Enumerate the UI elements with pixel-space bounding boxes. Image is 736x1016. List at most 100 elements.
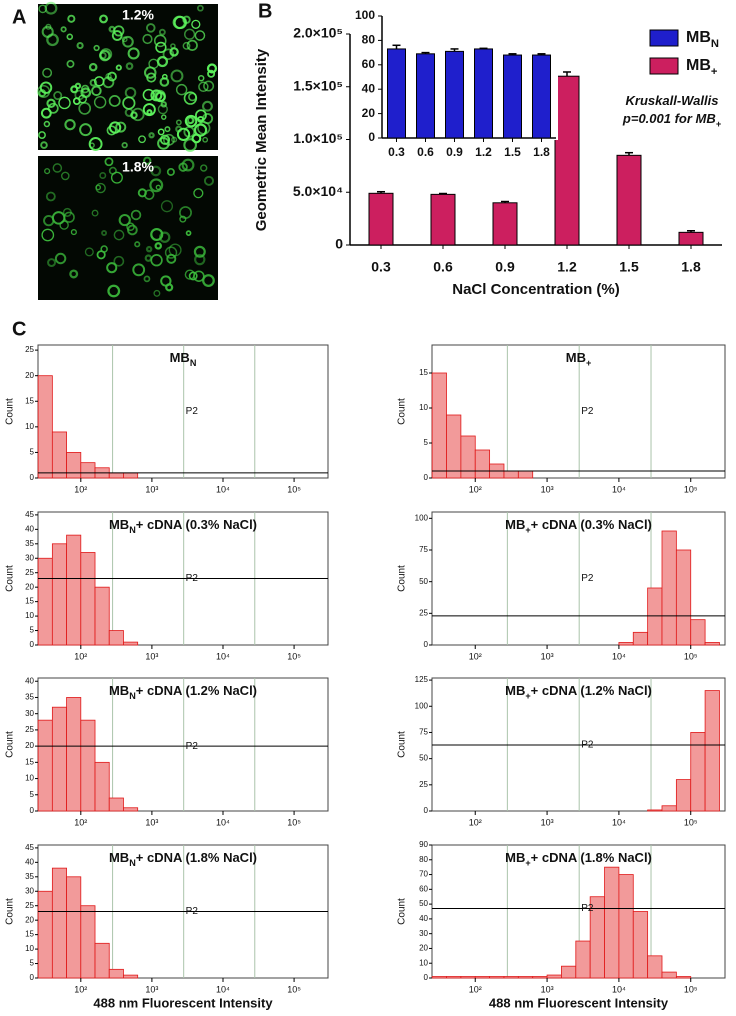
cell [99, 14, 108, 24]
cell [95, 182, 106, 194]
x-tick-label: 10² [469, 651, 482, 661]
cell [148, 58, 159, 70]
gate-label: P2 [186, 573, 199, 584]
cell [44, 1, 58, 15]
cell [107, 284, 121, 298]
histogram-bar [37, 375, 53, 479]
cell [93, 96, 107, 109]
histogram-bar [66, 534, 82, 646]
error-bar [392, 44, 401, 49]
text-part: MB [505, 517, 525, 532]
x-tick-label: 10⁵ [287, 651, 301, 661]
cell [62, 207, 72, 218]
histogram-bar [94, 942, 110, 979]
histogram-bar [94, 761, 110, 812]
cell [142, 33, 153, 45]
plot-title: MB++ cDNA (1.2% NaCl) [505, 683, 652, 701]
cell [44, 168, 51, 175]
histogram-bar [618, 874, 634, 979]
cell [179, 206, 192, 220]
histogram-bar [704, 690, 720, 812]
y-tick-label: 25 [25, 725, 34, 734]
x-tick-label: 10² [74, 484, 87, 494]
x-axis-title: 488 nm Fluorescent Intensity [93, 995, 273, 1010]
cell [146, 72, 157, 83]
y-axis-title: Count [5, 731, 16, 758]
cell [148, 132, 155, 139]
text-part: + cDNA (1.8% NaCl) [136, 850, 257, 865]
cell [78, 102, 92, 115]
cell [143, 156, 152, 166]
bar [387, 48, 406, 139]
cell [91, 209, 99, 217]
histogram-bar [108, 472, 124, 479]
cell [89, 78, 98, 87]
cell [125, 62, 134, 71]
cell [66, 33, 74, 41]
cell [80, 87, 92, 99]
histogram-bar [37, 719, 53, 812]
cell [182, 15, 191, 24]
cell [150, 89, 163, 102]
histogram-bar [80, 719, 96, 812]
histogram-bar [503, 976, 519, 979]
cell [118, 213, 131, 227]
y-tick-label: 5 [30, 626, 35, 635]
cell [194, 30, 206, 41]
cell [162, 48, 175, 60]
y-tick-label: 25 [25, 568, 34, 577]
x-tick-label: 1.2 [557, 259, 577, 275]
legend-label: MBN [686, 29, 719, 50]
x-tick-label: 10⁵ [684, 817, 698, 827]
cell [124, 86, 137, 99]
y-tick-label: 25 [419, 608, 428, 617]
legend-swatch [649, 57, 679, 75]
y-axis-title: Count [397, 565, 408, 592]
y-axis-title: Count [397, 898, 408, 925]
text-part: + cDNA (1.8% NaCl) [531, 850, 652, 865]
x-tick-label: 1.2 [475, 145, 492, 159]
bar [616, 154, 642, 246]
cell [91, 85, 102, 97]
cell [54, 252, 67, 265]
x-tick-label: 0.9 [446, 145, 463, 159]
x-tick-label: 10⁵ [684, 484, 698, 494]
histogram-bar [474, 976, 491, 979]
cell [176, 127, 191, 141]
y-tick-label: 40 [362, 81, 376, 95]
x-tick-label: 10⁴ [612, 817, 626, 827]
cell [108, 166, 117, 175]
cell [110, 171, 123, 184]
cell [200, 164, 208, 172]
x-tick-label: 10³ [541, 817, 554, 827]
text-part: + cDNA (0.3% NaCl) [136, 517, 257, 532]
cell [42, 67, 53, 78]
y-tick-label: 50 [419, 577, 428, 586]
cell [93, 44, 100, 52]
text-part: MB [109, 850, 129, 865]
cell [89, 142, 95, 149]
cell [157, 104, 168, 115]
plot-title: MB++ cDNA (1.8% NaCl) [505, 850, 652, 868]
histogram-bar [66, 452, 82, 479]
gate-label: P2 [581, 903, 594, 914]
histogram-bar [474, 449, 491, 479]
y-tick-label: 0 [30, 973, 35, 982]
y-tick-label: 45 [25, 843, 34, 852]
cell [181, 158, 195, 172]
y-tick-label: 10 [419, 958, 428, 967]
text-part: MB [566, 350, 586, 365]
histogram-bar [532, 976, 548, 979]
cell [197, 74, 205, 82]
plot-frame [431, 677, 726, 812]
cell [84, 247, 94, 257]
cell [197, 4, 204, 12]
y-axis-title: Count [5, 398, 16, 425]
histogram-bar [675, 549, 692, 646]
cell [155, 184, 162, 191]
y-tick-label: 15 [25, 396, 34, 405]
cell [191, 19, 201, 29]
x-axis-title: NaCl Concentration (%) [452, 281, 620, 298]
y-tick-label: 0 [30, 640, 35, 649]
histogram-bar [51, 543, 67, 646]
